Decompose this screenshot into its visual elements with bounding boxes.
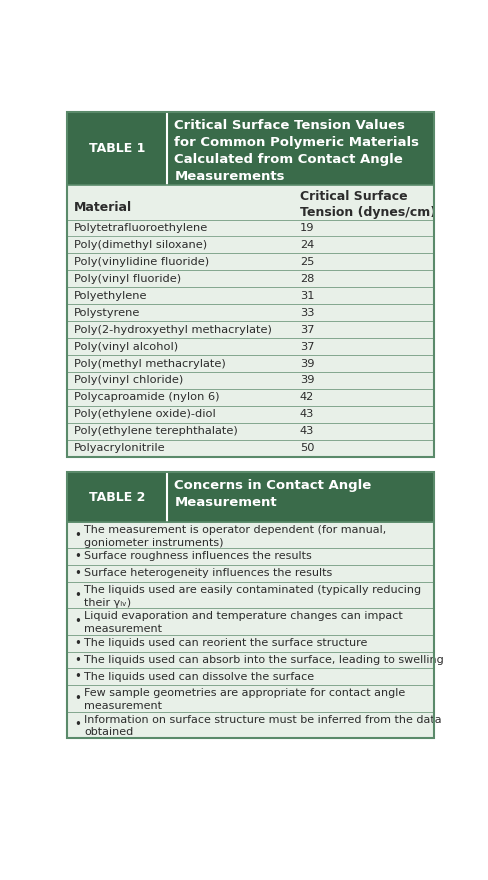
Text: Polyacrylonitrile: Polyacrylonitrile [73, 444, 165, 453]
Bar [67, 472, 433, 737]
Text: Few sample geometries are appropriate for contact angle
measurement: Few sample geometries are appropriate fo… [84, 688, 405, 711]
Text: Liquid evaporation and temperature changes can impact
measurement: Liquid evaporation and temperature chang… [84, 612, 402, 634]
Text: 37: 37 [299, 341, 314, 352]
Bar [67, 112, 433, 185]
Text: •: • [74, 550, 81, 563]
Text: The liquids used can dissolve the surface: The liquids used can dissolve the surfac… [84, 671, 314, 681]
Text: 31: 31 [299, 290, 314, 301]
Text: TABLE 2: TABLE 2 [88, 491, 145, 503]
Text: 33: 33 [299, 308, 314, 318]
Text: Concerns in Contact Angle
Measurement: Concerns in Contact Angle Measurement [174, 479, 371, 509]
Text: TABLE 1: TABLE 1 [88, 142, 145, 155]
Text: 43: 43 [299, 426, 314, 436]
Text: The liquids used can absorb into the surface, leading to swelling: The liquids used can absorb into the sur… [84, 655, 443, 664]
Bar [67, 608, 433, 634]
Text: Polycaproamide (nylon 6): Polycaproamide (nylon 6) [73, 392, 219, 402]
Text: •: • [74, 615, 81, 628]
Text: 43: 43 [299, 409, 314, 420]
Bar [67, 219, 433, 237]
Bar [67, 583, 433, 608]
Text: Poly(2-hydroxyethyl methacrylate): Poly(2-hydroxyethyl methacrylate) [73, 325, 271, 334]
Bar [67, 389, 433, 406]
Text: 19: 19 [299, 223, 314, 233]
Bar [67, 253, 433, 270]
Bar [67, 712, 433, 737]
Bar [67, 185, 433, 219]
Text: •: • [74, 654, 81, 666]
Bar [67, 472, 433, 522]
Text: 28: 28 [299, 274, 314, 284]
Bar [67, 304, 433, 321]
Text: Poly(vinylidine fluoride): Poly(vinylidine fluoride) [73, 257, 208, 267]
Text: Poly(methyl methacrylate): Poly(methyl methacrylate) [73, 358, 225, 369]
Text: The measurement is operator dependent (for manual,
goniometer instruments): The measurement is operator dependent (f… [84, 525, 386, 548]
Bar [67, 440, 433, 457]
Text: Surface heterogeneity influences the results: Surface heterogeneity influences the res… [84, 568, 332, 578]
Text: Material: Material [73, 202, 131, 214]
Bar [67, 669, 433, 686]
Text: Information on surface structure must be inferred from the data
obtained: Information on surface structure must be… [84, 715, 441, 737]
Text: •: • [74, 718, 81, 731]
Bar [67, 355, 433, 372]
Text: •: • [74, 529, 81, 542]
Text: Poly(vinyl chloride): Poly(vinyl chloride) [73, 376, 183, 385]
Bar [67, 565, 433, 583]
Bar [67, 321, 433, 338]
Bar [67, 406, 433, 423]
Bar [67, 686, 433, 712]
Text: Surface roughness influences the results: Surface roughness influences the results [84, 552, 311, 561]
Bar [67, 651, 433, 669]
Bar [67, 237, 433, 253]
Bar [67, 634, 433, 651]
Text: Poly(vinyl alcohol): Poly(vinyl alcohol) [73, 341, 177, 352]
Text: Critical Surface Tension Values
for Common Polymeric Materials
Calculated from C: Critical Surface Tension Values for Comm… [174, 119, 418, 183]
Bar [67, 338, 433, 356]
Text: The liquids used are easily contaminated (typically reducing
their γₗᵥ): The liquids used are easily contaminated… [84, 585, 421, 608]
Text: 39: 39 [299, 376, 314, 385]
Text: •: • [74, 636, 81, 649]
Text: Polyethylene: Polyethylene [73, 290, 147, 301]
Text: Critical Surface
Tension (dynes/cm): Critical Surface Tension (dynes/cm) [299, 189, 435, 218]
Text: Poly(ethylene oxide)-diol: Poly(ethylene oxide)-diol [73, 409, 215, 420]
Bar [67, 270, 433, 287]
Text: Poly(dimethyl siloxane): Poly(dimethyl siloxane) [73, 240, 206, 250]
Text: 25: 25 [299, 257, 314, 267]
Text: 50: 50 [299, 444, 314, 453]
Bar [67, 423, 433, 440]
Text: 37: 37 [299, 325, 314, 334]
Bar [67, 112, 433, 457]
Bar [67, 372, 433, 389]
Text: Polystyrene: Polystyrene [73, 308, 140, 318]
Text: Poly(ethylene terephthalate): Poly(ethylene terephthalate) [73, 426, 237, 436]
Text: •: • [74, 589, 81, 602]
Text: 42: 42 [299, 392, 313, 402]
Text: •: • [74, 692, 81, 705]
Bar [67, 522, 433, 548]
Text: •: • [74, 671, 81, 684]
Text: 39: 39 [299, 358, 314, 369]
Text: The liquids used can reorient the surface structure: The liquids used can reorient the surfac… [84, 638, 367, 648]
Text: Poly(vinyl fluoride): Poly(vinyl fluoride) [73, 274, 180, 284]
Text: •: • [74, 568, 81, 580]
Bar [67, 287, 433, 304]
Text: Polytetrafluoroethylene: Polytetrafluoroethylene [73, 223, 207, 233]
Bar [67, 548, 433, 565]
Text: 24: 24 [299, 240, 313, 250]
